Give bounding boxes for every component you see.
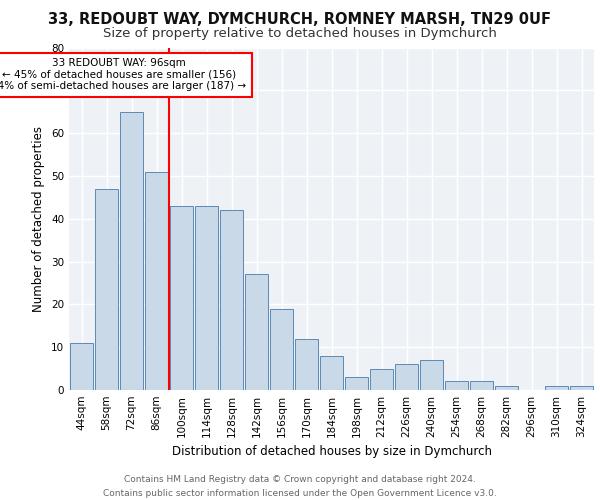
- Bar: [195, 206, 218, 390]
- Bar: [95, 189, 118, 390]
- Text: Contains HM Land Registry data © Crown copyright and database right 2024.
Contai: Contains HM Land Registry data © Crown c…: [103, 476, 497, 498]
- Text: 33 REDOUBT WAY: 96sqm
← 45% of detached houses are smaller (156)
54% of semi-det: 33 REDOUBT WAY: 96sqm ← 45% of detached …: [0, 58, 247, 92]
- Bar: [320, 356, 343, 390]
- X-axis label: Distribution of detached houses by size in Dymchurch: Distribution of detached houses by size …: [172, 446, 491, 458]
- Bar: [70, 343, 93, 390]
- Bar: [170, 206, 193, 390]
- Bar: [445, 382, 468, 390]
- Bar: [220, 210, 243, 390]
- Bar: [245, 274, 268, 390]
- Bar: [270, 308, 293, 390]
- Bar: [370, 368, 393, 390]
- Bar: [545, 386, 568, 390]
- Bar: [345, 377, 368, 390]
- Bar: [295, 338, 318, 390]
- Bar: [570, 386, 593, 390]
- Bar: [145, 172, 168, 390]
- Text: Size of property relative to detached houses in Dymchurch: Size of property relative to detached ho…: [103, 28, 497, 40]
- Bar: [470, 382, 493, 390]
- Bar: [395, 364, 418, 390]
- Bar: [420, 360, 443, 390]
- Bar: [495, 386, 518, 390]
- Text: 33, REDOUBT WAY, DYMCHURCH, ROMNEY MARSH, TN29 0UF: 33, REDOUBT WAY, DYMCHURCH, ROMNEY MARSH…: [49, 12, 551, 28]
- Y-axis label: Number of detached properties: Number of detached properties: [32, 126, 46, 312]
- Bar: [120, 112, 143, 390]
